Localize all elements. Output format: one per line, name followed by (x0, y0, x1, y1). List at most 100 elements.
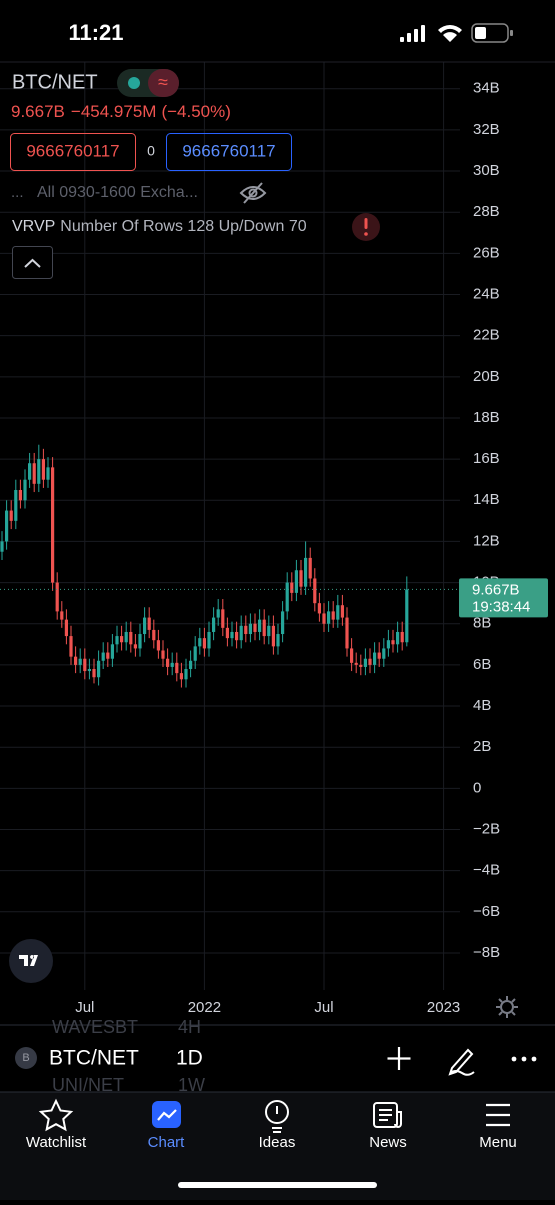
candle-body (281, 611, 285, 635)
y-tick-label: −6B (473, 903, 500, 920)
toolbar-symbol[interactable]: BTC/NET (49, 1047, 139, 1070)
y-tick-label: −8B (473, 944, 500, 961)
candle-body (202, 638, 206, 649)
y-tick-label: 26B (473, 244, 500, 261)
candle-body (115, 636, 119, 645)
collapse-button[interactable] (12, 246, 53, 279)
candle-body (391, 640, 395, 645)
candle-body (377, 652, 381, 659)
candle-body (331, 611, 335, 620)
candle-body (97, 660, 101, 678)
draw-icon[interactable] (448, 1048, 475, 1076)
tab-label[interactable]: Ideas (259, 1134, 296, 1151)
candle-body (14, 489, 18, 521)
tab-labels: Watchlist Chart Ideas News Menu (26, 1134, 517, 1151)
candle-body (87, 669, 91, 672)
grid (0, 62, 460, 990)
toolbar-interval[interactable]: 1D (176, 1047, 203, 1070)
news-icon[interactable] (373, 1102, 402, 1128)
candle-body (271, 625, 275, 647)
sell-button[interactable] (10, 133, 136, 171)
candle-body (0, 541, 4, 552)
candle-body (133, 644, 137, 649)
candle-body (78, 658, 82, 665)
candle-body (386, 640, 390, 649)
market-open-dot (128, 77, 140, 89)
candle-body (179, 673, 183, 680)
candle-body (152, 629, 156, 641)
ideas-icon[interactable] (265, 1100, 289, 1133)
candle-body (308, 557, 312, 579)
candle-body (258, 619, 262, 632)
visibility-icon[interactable] (239, 182, 267, 204)
candle-body (290, 582, 294, 593)
symbol[interactable]: BTC/NET (12, 71, 98, 93)
candle-body (405, 589, 409, 643)
y-tick-label: 28B (473, 203, 500, 220)
add-icon[interactable] (387, 1047, 411, 1070)
ghost-symbol: WAVESBT (52, 1017, 138, 1037)
candle-body (382, 648, 386, 659)
candle-body (345, 617, 349, 649)
candle-body (317, 603, 321, 614)
y-tick-label: 20B (473, 368, 500, 385)
y-tick-label: 22B (473, 327, 500, 344)
candle-body (106, 652, 110, 659)
tab-label[interactable]: Menu (479, 1134, 517, 1151)
indicator: VRVP Number Of Rows 128 Up/Down 70 (12, 218, 307, 235)
change: −454.975M (71, 102, 157, 121)
candle-body (262, 619, 266, 637)
session-dots: ... (11, 184, 24, 201)
spread: 0 (147, 143, 155, 159)
candle-body (322, 613, 326, 624)
session-label: All 0930-1600 Excha... (37, 184, 198, 201)
candle-body (230, 631, 234, 639)
candle-body (327, 611, 331, 624)
y-tick-label: 0 (473, 779, 481, 796)
candle-body (83, 658, 87, 672)
candle-body (37, 459, 41, 484)
x-tick-label: 2023 (427, 999, 460, 1016)
candle-body (166, 658, 170, 667)
collapse-icon (24, 258, 41, 268)
candle-body (198, 638, 202, 647)
last-price-box (459, 578, 548, 618)
watchlist-icon[interactable] (38, 1098, 74, 1132)
tab-label[interactable]: News (369, 1134, 407, 1151)
tab-label[interactable]: Chart (148, 1134, 186, 1151)
y-tick-label: 30B (473, 162, 500, 179)
error-mark (364, 218, 368, 229)
candles (0, 444, 460, 688)
menu-icon[interactable] (486, 1103, 510, 1127)
y-tick-label: 6B (473, 656, 491, 673)
candle-body (276, 634, 280, 647)
indicator-name: VRVP (12, 218, 55, 235)
y-tick-label: 2B (473, 738, 491, 755)
candle-body (221, 609, 225, 628)
candle-body (156, 640, 160, 651)
x-tick-label: Jul (314, 999, 333, 1016)
more-icon[interactable] (511, 1056, 537, 1062)
settings-icon[interactable] (496, 996, 518, 1018)
candle-body (184, 669, 188, 680)
data-flag[interactable] (148, 69, 179, 97)
candle-body (170, 662, 174, 667)
buy-price: 9666760117 (182, 141, 275, 160)
symbol-icon-letter: B (22, 1052, 29, 1064)
candle-body (239, 625, 243, 641)
candle-body (396, 631, 400, 645)
tradingview-logo[interactable] (9, 939, 53, 983)
candle-body (23, 479, 27, 501)
candle-body (359, 664, 363, 667)
chart-icon-line (157, 1109, 177, 1121)
ghost-interval: 1W (178, 1075, 205, 1095)
price-axis: 34B32B30B28B26B24B22B20B18B16B14B12B10B8… (75, 80, 548, 1016)
candle-body (18, 489, 22, 501)
symbol-icon (15, 1047, 37, 1069)
candle-body (336, 605, 340, 620)
last-price-label: 9.667B (472, 581, 520, 598)
buy-button[interactable] (166, 133, 292, 171)
tab-label[interactable]: Watchlist (26, 1134, 87, 1151)
